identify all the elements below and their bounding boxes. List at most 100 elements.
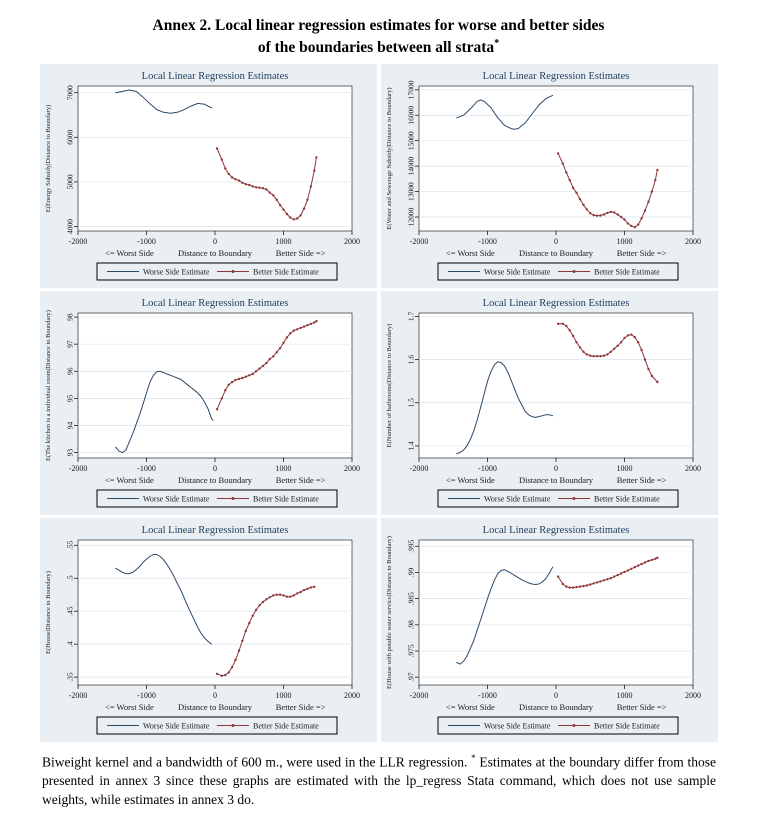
better-side-marker bbox=[599, 580, 602, 583]
better-side-marker bbox=[654, 557, 657, 560]
better-side-marker bbox=[613, 575, 616, 578]
better-side-marker bbox=[595, 214, 599, 217]
better-side-marker bbox=[592, 214, 595, 217]
better-side-marker bbox=[640, 562, 643, 566]
better-side-marker bbox=[565, 171, 568, 174]
x-axis-label: Distance to Boundary bbox=[519, 702, 594, 712]
better-side-marker bbox=[285, 595, 289, 598]
better-side-marker bbox=[589, 212, 592, 215]
better-side-marker bbox=[633, 336, 636, 339]
legend-better-marker bbox=[572, 270, 576, 273]
y-tick-label: .35 bbox=[66, 672, 75, 682]
better-side-marker bbox=[595, 581, 599, 584]
y-tick-label: .55 bbox=[66, 540, 75, 550]
better-side-marker bbox=[623, 336, 626, 340]
better-side-marker bbox=[643, 209, 647, 212]
better-side-marker bbox=[268, 357, 271, 361]
better-side-marker bbox=[609, 210, 612, 214]
panel-energy-subsidy: Local Linear Regression Estimates 4000 500… bbox=[40, 64, 377, 288]
worst-side-label: <= Worst Side bbox=[446, 702, 495, 712]
better-side-marker bbox=[292, 594, 295, 597]
better-side-marker bbox=[268, 596, 271, 599]
better-side-marker bbox=[556, 152, 560, 155]
legend-better-label: Better Side Estimate bbox=[594, 268, 660, 277]
better-side-label: Better Side => bbox=[276, 248, 326, 258]
y-tick-label: 1.4 bbox=[407, 441, 416, 451]
better-side-marker bbox=[626, 569, 630, 572]
better-side-marker bbox=[296, 328, 299, 331]
better-side-marker bbox=[272, 194, 275, 197]
better-side-marker bbox=[592, 582, 595, 585]
better-side-marker bbox=[561, 162, 564, 165]
better-side-marker bbox=[306, 587, 309, 590]
better-side-marker bbox=[296, 217, 299, 220]
better-side-marker bbox=[568, 329, 571, 332]
x-tick-label: 1000 bbox=[617, 691, 633, 700]
better-side-marker bbox=[578, 346, 582, 349]
x-tick-label: 2000 bbox=[344, 691, 360, 700]
page-title-line2: of the boundaries between all strata bbox=[257, 39, 495, 57]
better-side-marker bbox=[650, 374, 654, 378]
page-title-line1: Annex 2. Local linear regression estimat… bbox=[152, 17, 605, 34]
better-side-marker bbox=[275, 593, 278, 596]
legend-better-label: Better Side Estimate bbox=[253, 722, 319, 731]
better-side-marker bbox=[309, 586, 313, 589]
better-side-marker bbox=[261, 364, 265, 368]
y-tick-label: 97 bbox=[66, 340, 75, 348]
better-side-marker bbox=[272, 594, 275, 597]
legend-worse-label: Worse Side Estimate bbox=[484, 268, 551, 277]
better-side-marker bbox=[637, 223, 640, 226]
better-side-label: Better Side => bbox=[617, 475, 667, 485]
x-tick-label: -1000 bbox=[137, 691, 156, 700]
better-side-marker bbox=[275, 198, 278, 201]
better-side-marker bbox=[248, 374, 251, 377]
better-side-marker bbox=[575, 585, 578, 589]
x-tick-label: -1000 bbox=[478, 237, 497, 246]
legend-better-label: Better Side Estimate bbox=[253, 268, 319, 277]
x-axis-label: Distance to Boundary bbox=[519, 475, 594, 485]
legend-worse-label: Worse Side Estimate bbox=[143, 268, 210, 277]
better-side-marker bbox=[241, 376, 244, 380]
x-axis-label: Distance to Boundary bbox=[178, 248, 253, 258]
better-side-marker bbox=[224, 167, 227, 170]
x-axis-label: Distance to Boundary bbox=[519, 248, 594, 258]
footnote: Biweight kernel and a bandwidth of 600 m… bbox=[42, 752, 716, 809]
better-side-marker bbox=[561, 322, 564, 325]
better-side-marker bbox=[261, 600, 265, 604]
better-side-marker bbox=[313, 585, 316, 588]
y-axis-label: E(House with potable water service|Dista… bbox=[386, 536, 393, 689]
panel-title: Local Linear Regression Estimates bbox=[483, 525, 630, 536]
better-side-marker bbox=[302, 207, 306, 210]
better-side-marker bbox=[285, 336, 289, 339]
better-side-marker bbox=[623, 570, 626, 574]
x-tick-label: -1000 bbox=[478, 464, 497, 473]
x-tick-label: 0 bbox=[213, 691, 217, 700]
better-side-marker bbox=[224, 673, 227, 677]
better-side-marker bbox=[656, 556, 659, 559]
worse-side-curve bbox=[456, 566, 554, 665]
better-side-marker bbox=[650, 558, 654, 562]
x-tick-label: 1000 bbox=[276, 464, 292, 473]
better-side-marker bbox=[244, 629, 247, 633]
x-tick-label: 1000 bbox=[276, 691, 292, 700]
better-side-marker bbox=[602, 579, 606, 582]
better-side-marker bbox=[265, 361, 268, 365]
better-side-marker bbox=[568, 178, 571, 182]
legend-better-marker bbox=[231, 724, 235, 727]
better-side-marker bbox=[244, 183, 247, 186]
footnote-part2: Estimates at the boundary differ from th… bbox=[42, 754, 717, 807]
better-side-marker bbox=[285, 212, 289, 216]
better-side-marker bbox=[637, 564, 640, 567]
footnote-asterisk: * bbox=[471, 753, 476, 763]
better-side-marker bbox=[227, 383, 230, 386]
better-side-marker bbox=[650, 190, 654, 193]
y-tick-label: .4 bbox=[66, 641, 75, 647]
y-tick-label: 1.6 bbox=[407, 355, 416, 365]
x-tick-label: -2000 bbox=[410, 691, 429, 700]
x-tick-label: 1000 bbox=[617, 237, 633, 246]
better-side-marker bbox=[230, 666, 234, 669]
x-tick-label: 2000 bbox=[685, 464, 701, 473]
y-tick-label: 7000 bbox=[66, 85, 75, 100]
better-side-label: Better Side => bbox=[617, 702, 667, 712]
better-side-marker bbox=[640, 217, 643, 220]
